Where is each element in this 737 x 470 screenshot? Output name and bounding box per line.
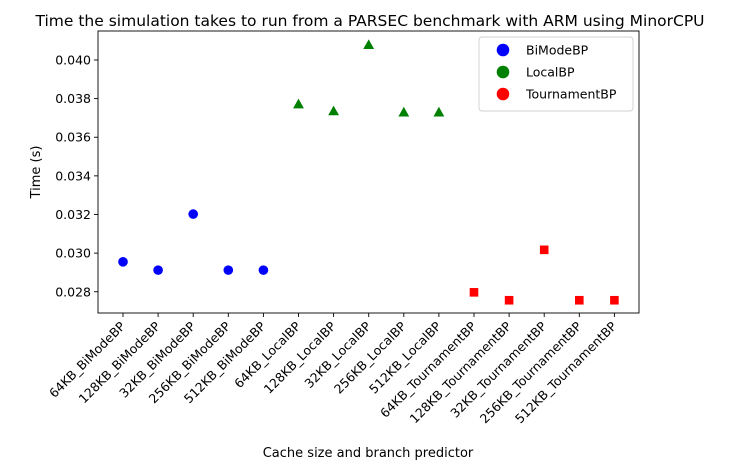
data-point — [328, 105, 339, 116]
data-point — [293, 98, 304, 109]
y-tick-label: 0.028 — [55, 284, 91, 299]
x-axis: 64KB_BiModeBP128KB_BiModeBP32KB_BiModeBP… — [46, 313, 620, 426]
legend-frame — [478, 36, 634, 112]
y-axis-label: Time (s) — [29, 146, 44, 200]
data-point — [188, 209, 198, 219]
legend-marker — [496, 65, 510, 79]
data-point — [258, 265, 269, 275]
chart-title: Time the simulation takes to run from a … — [34, 12, 704, 30]
y-tick-label: 0.040 — [55, 52, 91, 67]
y-tick-label: 0.038 — [55, 91, 91, 106]
legend-entry: TournamentBP — [525, 87, 617, 102]
y-tick-label: 0.034 — [55, 168, 91, 183]
data-point — [539, 245, 549, 255]
data-point — [610, 295, 619, 305]
data-point — [433, 106, 445, 117]
data-point — [504, 295, 514, 305]
y-tick-label: 0.036 — [55, 130, 91, 145]
x-axis-label: Cache size and branch predictor — [263, 446, 474, 461]
data-point — [223, 265, 234, 275]
legend-entry: BiModeBP — [526, 43, 589, 58]
data-point — [398, 106, 410, 117]
data-point — [469, 288, 479, 297]
y-tick-label: 0.030 — [55, 246, 91, 261]
data-point — [575, 295, 584, 305]
data-point — [118, 257, 128, 267]
legend-entry: LocalBP — [526, 65, 575, 80]
data-points — [118, 39, 619, 305]
y-axis: 0.028 0.030 0.032 0.034 0.036 0.038 0.040 — [55, 52, 98, 299]
data-point — [153, 265, 163, 275]
y-tick-label: 0.032 — [55, 207, 91, 222]
legend-marker — [496, 43, 510, 57]
legend-marker — [496, 87, 510, 101]
data-point — [363, 39, 375, 50]
legend: BiModeBP LocalBP TournamentBP — [478, 36, 634, 112]
